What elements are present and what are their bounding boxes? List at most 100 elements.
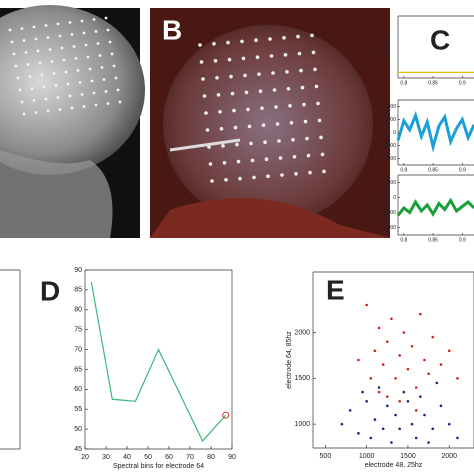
electrode-dot: [199, 60, 204, 64]
scatter-point: [447, 422, 451, 426]
y-axis-label: Electrode 48, Raw: [383, 112, 389, 153]
electrode-dot: [266, 174, 270, 178]
scatter-point: [381, 363, 385, 366]
electrode-dot: [261, 123, 266, 127]
y-tick-label: 80: [74, 307, 82, 314]
scatter-point: [402, 331, 406, 334]
electrode-dot: [320, 152, 325, 157]
electrode-dot: [305, 136, 309, 141]
x-tick-label: 0.85: [428, 80, 438, 86]
electrode-dot: [205, 128, 210, 132]
electrode-dot: [10, 40, 14, 44]
x-tick-label: 50: [144, 454, 152, 461]
electrode-dot: [277, 139, 281, 143]
x-tick-label: 500: [320, 453, 332, 460]
electrode-dot: [249, 141, 253, 146]
electrode-dot: [94, 103, 98, 107]
electrode-dot: [106, 28, 110, 32]
electrode-dot: [198, 43, 202, 47]
electrode-dot: [213, 59, 218, 63]
y-tick-label: 65: [74, 366, 82, 373]
electrode-dot: [236, 159, 241, 164]
electrode-dot: [94, 30, 98, 33]
electrode-dot: [316, 101, 320, 106]
scatter-point: [386, 340, 389, 343]
electrode-dot: [264, 157, 269, 161]
electrode-dot: [268, 37, 272, 41]
electrode-dot: [8, 28, 12, 32]
electrode-dot: [303, 119, 308, 124]
electrode-dot: [208, 162, 213, 166]
electrode-dot: [114, 76, 118, 80]
scatter-point: [390, 317, 393, 321]
x-tick-label: 0.9: [459, 167, 466, 173]
scatter-point: [410, 344, 414, 348]
y-tick-label: 75: [74, 327, 82, 334]
scatter-point: [439, 363, 443, 366]
electrode-dot: [212, 42, 216, 46]
electrode-dot: [296, 34, 300, 39]
scatter-point: [390, 441, 393, 444]
electrode-dot: [278, 156, 283, 160]
electrode-dot: [44, 97, 48, 101]
electrode-dot: [283, 53, 288, 57]
scatter-point: [419, 395, 422, 398]
surgery-photo: [150, 8, 390, 238]
x-tick-label: 2000: [441, 453, 457, 460]
scatter-point: [431, 427, 435, 431]
electrode-dot: [56, 96, 60, 99]
scatter-point: [365, 399, 368, 403]
electrode-dot: [22, 39, 26, 42]
scatter-point: [394, 377, 397, 380]
electrode-dot: [229, 74, 233, 79]
scatter-point: [386, 404, 389, 408]
electrode-dot: [294, 172, 298, 176]
x-tick-label: 80: [207, 454, 215, 461]
electrode-dot: [92, 18, 96, 21]
scatter-point: [423, 413, 426, 417]
scatter-point: [398, 354, 401, 357]
y-tick-label: 1000: [385, 180, 396, 186]
y-tick-label: 0: [393, 195, 396, 201]
scatter-point: [414, 436, 418, 440]
electrode-dot: [26, 63, 30, 66]
electrode-dot: [224, 178, 228, 182]
scatter-point: [357, 358, 360, 362]
electrode-dot: [232, 108, 236, 113]
electrode-dot: [201, 77, 205, 81]
electrode-dot: [210, 179, 214, 183]
data-line: [90, 281, 227, 443]
scatter-point: [373, 418, 377, 421]
y-tick-label: 50: [74, 426, 82, 433]
scatter-point: [377, 326, 381, 330]
y-tick-label: 2000: [294, 329, 310, 336]
highlight-point: [222, 411, 230, 419]
y-tick-label: 70: [74, 346, 82, 353]
x-tick-label: 0.85: [428, 237, 438, 243]
y-tick-label: -1000: [383, 210, 396, 216]
electrode-dot: [58, 34, 62, 38]
electrode-dot: [216, 93, 221, 97]
electrode-dot: [62, 58, 66, 62]
electrode-dot: [100, 66, 104, 69]
x-tick-label: 70: [186, 454, 194, 461]
electrode-dot: [252, 175, 256, 180]
electrode-dot: [235, 142, 239, 147]
electrode-dot: [28, 75, 32, 78]
x-tick-label: 1000: [359, 453, 375, 460]
scatter-point: [439, 404, 443, 408]
electrode-dot: [246, 107, 250, 112]
electrode-dot: [285, 70, 289, 74]
electrode-dot: [40, 73, 44, 77]
electrode-dot: [34, 111, 38, 114]
electrode-dot: [289, 121, 294, 125]
electrode-dot: [84, 43, 88, 47]
electrode-dot: [110, 52, 114, 56]
y-tick-label: -2000: [383, 156, 396, 162]
x-tick-label: 90: [228, 454, 236, 461]
electrode-dot: [82, 105, 86, 108]
electrode-dot: [317, 118, 322, 123]
electrode-dot: [46, 109, 50, 113]
electrode-dot: [207, 145, 211, 149]
electrode-dot: [20, 100, 24, 104]
